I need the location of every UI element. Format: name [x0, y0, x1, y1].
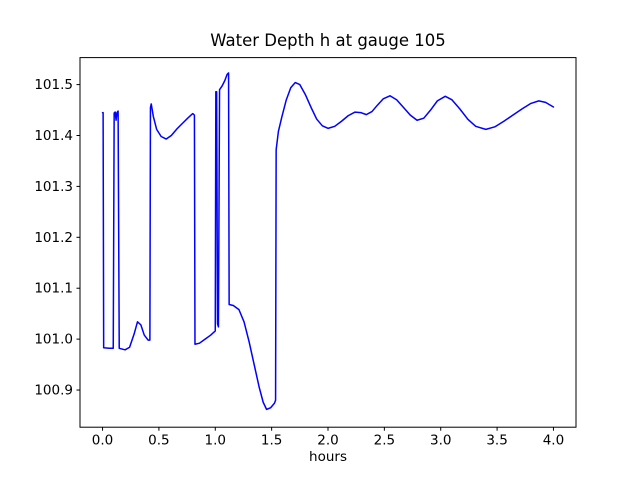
y-tick-label: 100.9 [34, 383, 73, 399]
x-tick-label: 1.5 [261, 433, 282, 449]
y-tick-label: 101.4 [34, 128, 73, 144]
x-tick-label: 2.0 [317, 433, 338, 449]
y-tick-label: 101.2 [34, 230, 73, 246]
x-axis-label: hours [309, 449, 347, 465]
x-tick-label: 1.0 [205, 433, 226, 449]
x-tick-label: 3.5 [486, 433, 507, 449]
chart-title: Water Depth h at gauge 105 [210, 31, 446, 50]
x-tick-label: 0.5 [148, 433, 169, 449]
series-line-water-depth-h [101, 72, 555, 411]
y-tick-label: 101.1 [34, 281, 73, 297]
y-tick-label: 101.3 [34, 179, 73, 195]
y-tick-label: 101.0 [34, 332, 73, 348]
x-tick-label: 4.0 [543, 433, 564, 449]
x-tick-label: 0.0 [92, 433, 113, 449]
x-tick-label: 3.0 [430, 433, 451, 449]
plot-border [79, 57, 577, 428]
x-tick-label: 2.5 [374, 433, 395, 449]
y-tick-label: 101.5 [34, 77, 73, 93]
